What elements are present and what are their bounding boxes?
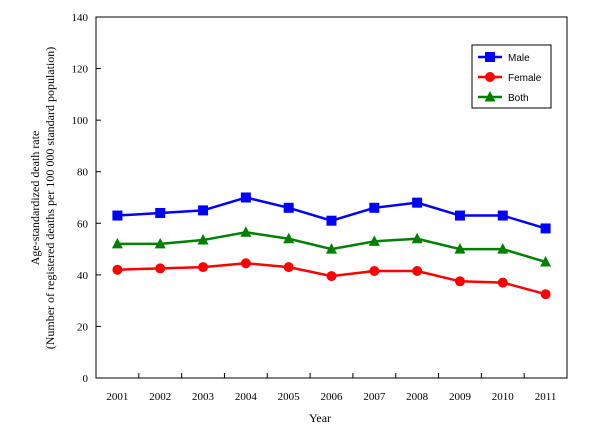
data-point [454, 276, 465, 287]
data-point [240, 258, 251, 269]
y-axis-title-line1: Age-standardized death rate [28, 131, 42, 266]
y-tick-label: 60 [77, 218, 89, 230]
data-point [497, 210, 508, 221]
x-tick-label: 2011 [535, 391, 557, 403]
legend-item-male: Male [478, 52, 530, 64]
y-tick-label: 140 [72, 12, 89, 24]
series-female [112, 258, 551, 300]
data-point [155, 207, 166, 218]
legend-swatch-marker [484, 91, 496, 102]
x-tick-label: 2010 [492, 391, 515, 403]
y-tick-label: 20 [77, 321, 89, 333]
y-tick-label: 0 [83, 373, 89, 385]
x-tick-label: 2005 [278, 391, 301, 403]
y-tick-label: 80 [77, 167, 89, 179]
legend-item-both: Both [478, 91, 529, 104]
x-tick-label: 2002 [149, 391, 171, 403]
x-tick-label: 2008 [406, 391, 429, 403]
data-point [112, 210, 123, 221]
data-point [154, 237, 166, 249]
x-tick-label: 2003 [192, 391, 215, 403]
data-point [240, 226, 252, 237]
x-tick-label: 2007 [363, 391, 386, 403]
data-point [412, 197, 423, 208]
data-point [369, 202, 380, 213]
data-point [283, 262, 294, 273]
legend-item-female: Female [478, 72, 542, 84]
data-point [369, 265, 380, 276]
plot-border [95, 16, 568, 379]
data-point [454, 210, 465, 221]
y-tick-label: 40 [77, 270, 89, 282]
y-tick-label: 120 [72, 64, 89, 76]
data-point [497, 243, 509, 254]
y-axis-title: Age-standardized death rate (Number of r… [28, 47, 57, 350]
data-point [155, 263, 166, 274]
series-male [112, 192, 551, 234]
y-axis: 0 20 40 60 80 100 120 140 [72, 12, 101, 385]
legend-label: Male [508, 53, 530, 64]
x-axis: 2001 2002 2003 2004 2005 2006 2007 2008 2009 2010… [95, 373, 568, 403]
data-point [240, 192, 251, 203]
data-point [283, 202, 294, 213]
series-both [111, 226, 552, 267]
y-axis-title-line2: (Number of registered deaths per 100 000… [43, 47, 57, 350]
data-point [198, 262, 209, 273]
legend-swatch-marker [485, 52, 495, 62]
data-point [326, 243, 337, 254]
data-point [198, 205, 209, 216]
x-tick-label: 2006 [321, 391, 344, 403]
data-point [411, 232, 423, 244]
plot-area [95, 16, 568, 379]
series-layer [111, 192, 552, 300]
x-tick-label: 2001 [106, 391, 128, 403]
data-point [326, 215, 337, 226]
data-point [368, 235, 380, 246]
y-tick-label: 100 [72, 115, 89, 127]
data-point [540, 223, 551, 234]
data-point [540, 255, 552, 267]
data-point [112, 264, 123, 275]
data-point [412, 265, 423, 276]
legend-label: Female [508, 73, 542, 84]
x-axis-title: Year [309, 411, 331, 425]
data-point [454, 243, 466, 254]
data-point [283, 232, 295, 244]
data-point [111, 237, 123, 249]
legend-label: Both [508, 93, 529, 104]
x-tick-label: 2009 [449, 391, 472, 403]
data-point [540, 289, 551, 300]
data-point [497, 277, 508, 288]
legend-swatch-marker [485, 72, 495, 82]
legend: Male Female Both [471, 44, 552, 109]
x-tick-label: 2004 [235, 391, 258, 403]
data-point [326, 271, 337, 282]
data-point [197, 234, 209, 245]
